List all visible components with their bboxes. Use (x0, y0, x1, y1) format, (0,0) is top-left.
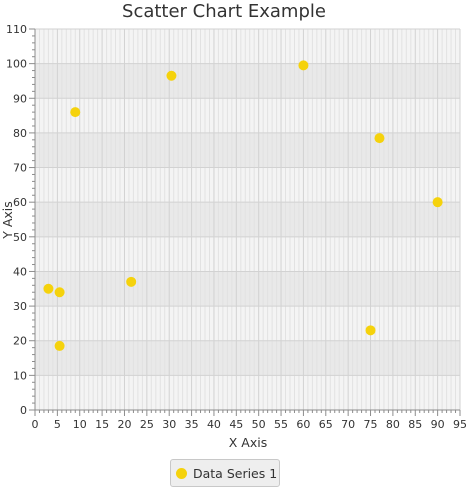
y-tick-label: 20 (13, 335, 27, 348)
axes (34, 29, 460, 411)
data-point (54, 340, 65, 351)
x-tick-label: 80 (386, 418, 400, 431)
y-tick-label: 50 (13, 231, 27, 244)
plot-band (35, 63, 460, 99)
plot-band (35, 202, 460, 237)
data-points (43, 60, 443, 351)
plot-band (35, 132, 460, 168)
plot-band (35, 236, 460, 272)
plot-band (35, 271, 460, 307)
plot-band (35, 167, 460, 203)
plot-band (35, 375, 460, 410)
x-tick-label: 90 (431, 418, 445, 431)
x-tick-label: 25 (140, 418, 154, 431)
y-tick-label: 40 (13, 265, 27, 278)
plot-bands (35, 29, 460, 410)
y-tick-label: 60 (13, 196, 27, 209)
y-tick-label: 10 (13, 369, 27, 382)
data-point (54, 287, 65, 298)
x-tick-label: 10 (73, 418, 87, 431)
data-point (432, 197, 443, 208)
data-point (126, 276, 137, 287)
y-tick-label: 90 (13, 92, 27, 105)
x-tick-label: 20 (117, 418, 131, 431)
y-tick-label: 30 (13, 300, 27, 313)
data-point (374, 133, 385, 144)
x-tick-label: 70 (341, 418, 355, 431)
y-tick-label: 100 (6, 58, 27, 71)
y-tick-label: 70 (13, 162, 27, 175)
y-tick-label: 110 (6, 23, 27, 36)
data-point (70, 107, 81, 118)
x-tick-label: 65 (319, 418, 333, 431)
x-tick-label: 30 (162, 418, 176, 431)
scatter-chart: Scatter Chart Example 0 5 10 15 20 25 30 35 40 45… (0, 1, 467, 450)
plot-band (35, 306, 460, 341)
data-point (365, 325, 376, 336)
x-tick-label: 55 (274, 418, 288, 431)
x-tick-label: 35 (185, 418, 199, 431)
data-point (298, 60, 309, 71)
legend-label: Data Series 1 (193, 465, 278, 481)
x-tick-label: 45 (229, 418, 243, 431)
x-tick-label: 40 (207, 418, 221, 431)
x-axis-label: X Axis (229, 435, 267, 450)
x-tick-label: 85 (408, 418, 422, 431)
x-tick-label: 75 (364, 418, 378, 431)
legend-marker-icon (176, 467, 187, 479)
legend: Data Series 1 (170, 459, 280, 487)
x-tick-label: 95 (453, 418, 467, 431)
plot-band (35, 98, 460, 133)
x-tick-label: 15 (95, 418, 109, 431)
x-tick-label: 50 (252, 418, 266, 431)
x-tick-label: 0 (32, 418, 39, 431)
y-axis-ticks: 0 10 20 30 40 50 60 70 80 90 100 110 (6, 23, 35, 417)
x-tick-label: 60 (296, 418, 310, 431)
y-tick-label: 0 (20, 404, 27, 417)
x-tick-label: 5 (54, 418, 61, 431)
plot-band (35, 340, 460, 376)
data-point (166, 70, 177, 81)
y-axis-label: Y Axis (0, 201, 15, 240)
x-axis-ticks: 0 5 10 15 20 25 30 35 40 45 50 55 60 65 70 75 80 85 90 95 (32, 410, 467, 431)
grid-lines (34, 28, 461, 411)
plot-band (35, 29, 460, 64)
chart-title: Scatter Chart Example (122, 1, 326, 22)
data-point (43, 283, 54, 294)
y-tick-label: 80 (13, 127, 27, 140)
